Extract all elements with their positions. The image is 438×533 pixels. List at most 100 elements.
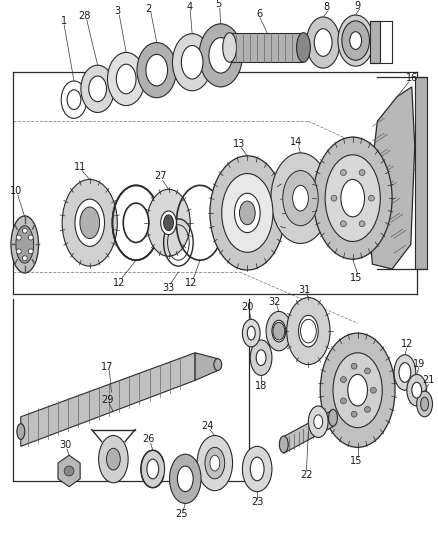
Ellipse shape xyxy=(234,193,260,232)
Circle shape xyxy=(64,466,74,476)
Ellipse shape xyxy=(283,171,318,226)
Ellipse shape xyxy=(222,174,273,252)
Ellipse shape xyxy=(17,424,25,439)
Circle shape xyxy=(368,195,374,201)
Text: 33: 33 xyxy=(162,283,175,293)
Ellipse shape xyxy=(300,319,316,343)
Text: 28: 28 xyxy=(79,11,91,21)
Text: 16: 16 xyxy=(406,73,418,83)
Polygon shape xyxy=(230,33,304,62)
Ellipse shape xyxy=(273,322,285,340)
Ellipse shape xyxy=(117,64,136,94)
Ellipse shape xyxy=(207,450,223,476)
Ellipse shape xyxy=(307,17,340,68)
Circle shape xyxy=(340,376,346,383)
Circle shape xyxy=(351,364,357,369)
Ellipse shape xyxy=(170,454,201,504)
Text: 3: 3 xyxy=(114,6,120,16)
Ellipse shape xyxy=(328,409,337,426)
Ellipse shape xyxy=(250,457,264,481)
Ellipse shape xyxy=(240,201,255,225)
Text: 22: 22 xyxy=(300,470,313,480)
Ellipse shape xyxy=(197,435,233,491)
Text: 23: 23 xyxy=(251,497,263,507)
Ellipse shape xyxy=(173,34,212,91)
Ellipse shape xyxy=(333,353,382,427)
Circle shape xyxy=(16,249,21,254)
Circle shape xyxy=(364,368,371,374)
Text: 21: 21 xyxy=(422,375,435,385)
Ellipse shape xyxy=(230,185,265,240)
Circle shape xyxy=(340,398,346,404)
Text: 10: 10 xyxy=(10,186,22,196)
Ellipse shape xyxy=(394,355,416,390)
Ellipse shape xyxy=(313,137,392,259)
Text: 31: 31 xyxy=(298,285,311,295)
Ellipse shape xyxy=(75,199,105,246)
Ellipse shape xyxy=(177,466,193,491)
Text: 30: 30 xyxy=(59,440,71,450)
Ellipse shape xyxy=(279,436,288,453)
Text: 20: 20 xyxy=(241,302,254,312)
Circle shape xyxy=(28,235,33,240)
Ellipse shape xyxy=(89,76,106,102)
Ellipse shape xyxy=(11,216,39,273)
Ellipse shape xyxy=(107,52,145,106)
Ellipse shape xyxy=(342,21,369,60)
Text: 11: 11 xyxy=(74,161,86,172)
Ellipse shape xyxy=(141,450,165,488)
Polygon shape xyxy=(58,455,80,487)
Ellipse shape xyxy=(325,155,380,241)
Text: 13: 13 xyxy=(233,139,246,149)
Ellipse shape xyxy=(242,446,272,491)
Text: 25: 25 xyxy=(175,510,187,519)
Circle shape xyxy=(340,169,346,175)
Ellipse shape xyxy=(214,359,222,370)
Circle shape xyxy=(22,228,27,233)
Ellipse shape xyxy=(320,333,395,447)
Circle shape xyxy=(371,387,376,393)
Ellipse shape xyxy=(181,45,203,79)
Text: 5: 5 xyxy=(215,0,222,9)
Text: 32: 32 xyxy=(268,296,281,306)
Ellipse shape xyxy=(420,397,428,411)
Ellipse shape xyxy=(293,185,308,211)
Ellipse shape xyxy=(256,350,266,366)
Circle shape xyxy=(22,256,27,261)
Text: 9: 9 xyxy=(355,1,360,11)
Ellipse shape xyxy=(147,189,190,256)
Ellipse shape xyxy=(16,226,34,263)
Ellipse shape xyxy=(299,316,318,347)
Ellipse shape xyxy=(417,391,432,417)
Text: 24: 24 xyxy=(202,421,214,431)
Ellipse shape xyxy=(314,415,323,429)
Ellipse shape xyxy=(308,406,328,438)
Polygon shape xyxy=(284,410,333,453)
Ellipse shape xyxy=(250,340,272,375)
Text: 12: 12 xyxy=(401,339,413,349)
Text: 17: 17 xyxy=(101,361,114,372)
Ellipse shape xyxy=(62,180,117,266)
Text: 6: 6 xyxy=(256,9,262,19)
Text: 14: 14 xyxy=(290,137,303,147)
Circle shape xyxy=(331,195,337,201)
Text: 12: 12 xyxy=(185,278,198,288)
Circle shape xyxy=(364,407,371,413)
Ellipse shape xyxy=(412,382,422,398)
Circle shape xyxy=(28,249,33,254)
Ellipse shape xyxy=(99,435,128,483)
Ellipse shape xyxy=(407,375,427,406)
Ellipse shape xyxy=(80,207,99,239)
Text: 18: 18 xyxy=(255,381,267,391)
Ellipse shape xyxy=(350,32,361,50)
Ellipse shape xyxy=(247,326,255,340)
Ellipse shape xyxy=(106,448,120,470)
Text: 4: 4 xyxy=(186,2,192,12)
Ellipse shape xyxy=(67,90,81,109)
Ellipse shape xyxy=(81,65,114,112)
Ellipse shape xyxy=(210,455,220,471)
Ellipse shape xyxy=(338,15,373,66)
Circle shape xyxy=(340,221,346,227)
Ellipse shape xyxy=(209,38,233,73)
Text: 19: 19 xyxy=(413,359,425,369)
